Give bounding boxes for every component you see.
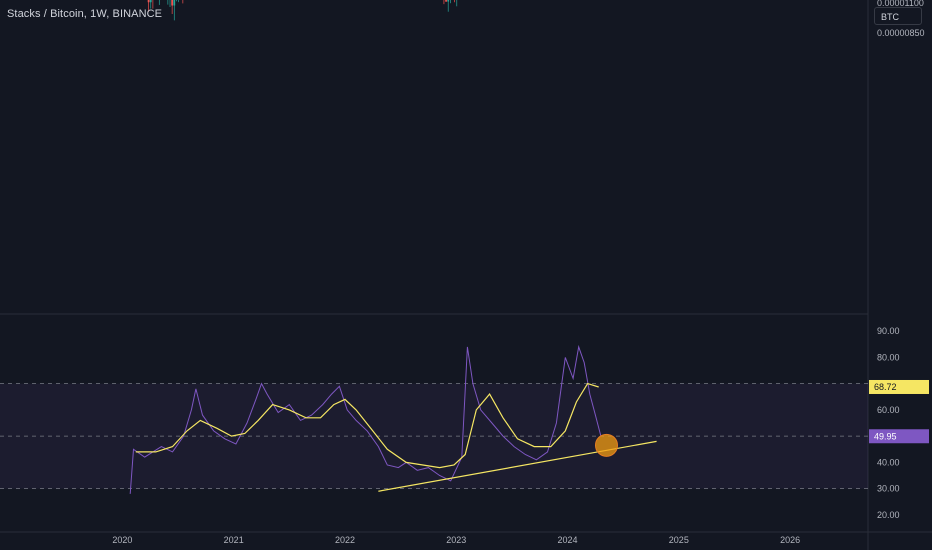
candle-body [173, 0, 176, 6]
currency-button[interactable]: BTC [874, 7, 922, 25]
time-tick-label: 2024 [558, 535, 578, 545]
time-tick-label: 2026 [780, 535, 800, 545]
candle-body [171, 0, 174, 6]
rsi-tick-label: 90.00 [877, 326, 900, 336]
rsi-ma-line [135, 382, 599, 469]
time-tick-label: 2020 [112, 535, 132, 545]
time-tick-label: 2025 [669, 535, 689, 545]
rsi-line [129, 344, 602, 494]
rsi-ma-tag: 68.72 [874, 382, 897, 392]
rsi-value-tag: 49.95 [874, 431, 897, 441]
symbol-label[interactable]: Stacks / Bitcoin, 1W, BINANCE [7, 8, 163, 20]
time-tick-label: 2021 [224, 535, 244, 545]
highlight-circle[interactable] [594, 433, 618, 457]
candle-body [447, 0, 450, 2]
rsi-tick-label: 80.00 [877, 352, 900, 362]
rsi-tick-label: 40.00 [877, 457, 900, 467]
rsi-tick-label: 20.00 [877, 510, 900, 520]
price-tick-label: 0.00000850 [877, 28, 925, 38]
rsi-value-tag-bg [869, 429, 929, 444]
candle-body [445, 0, 447, 2]
candle-body [147, 0, 150, 3]
time-tick-label: 2023 [446, 535, 466, 545]
rsi-tick-label: 30.00 [877, 484, 900, 494]
price-tick-label: 0.00001100 [877, 0, 924, 8]
rsi-ma-tag-bg [869, 379, 929, 394]
rsi-tick-label: 60.00 [877, 405, 900, 415]
candle-body [149, 0, 152, 3]
time-tick-label: 2022 [335, 535, 355, 545]
